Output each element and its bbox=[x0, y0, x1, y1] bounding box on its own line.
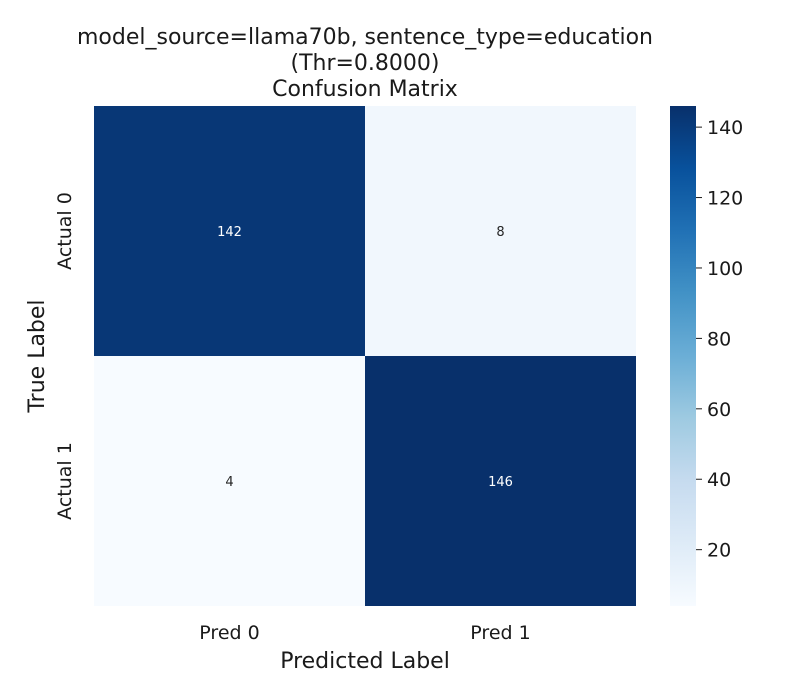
heatmap-cell-r1-c0 bbox=[94, 356, 365, 606]
colorbar-tick-label-40: 40 bbox=[707, 469, 731, 491]
colorbar-tick-label-60: 60 bbox=[707, 399, 731, 421]
colorbar-ticks: 20 40 60 80 100 120 140 bbox=[696, 117, 743, 562]
x-axis-label: Predicted Label bbox=[280, 649, 450, 674]
cell-value-label-r1-c0: 4 bbox=[225, 475, 233, 490]
y-tick-label-actual-1: Actual 1 bbox=[54, 442, 76, 520]
heatmap-cell-r1-c1 bbox=[365, 356, 636, 606]
colorbar-tick-label-120: 120 bbox=[707, 188, 743, 210]
x-tick-label-pred-1: Pred 1 bbox=[470, 622, 530, 644]
x-tick-label-pred-0: Pred 0 bbox=[199, 622, 259, 644]
chart-title: model_source=llama70b, sentence_type=edu… bbox=[77, 25, 653, 102]
y-axis-label: True Label bbox=[25, 299, 50, 413]
title-line-3: Confusion Matrix bbox=[272, 77, 458, 102]
title-line-2: (Thr=0.8000) bbox=[290, 51, 439, 76]
title-line-1: model_source=llama70b, sentence_type=edu… bbox=[77, 25, 653, 50]
heatmap-cell-r0-c1 bbox=[365, 106, 636, 356]
colorbar-tick-label-140: 140 bbox=[707, 117, 743, 139]
y-axis: Actual 0 Actual 1 True Label bbox=[25, 192, 76, 520]
colorbar-tick-label-80: 80 bbox=[707, 328, 731, 350]
y-tick-label-actual-0: Actual 0 bbox=[54, 192, 76, 270]
heatmap-cells bbox=[94, 106, 636, 606]
x-axis: Pred 0 Pred 1 Predicted Label bbox=[199, 622, 530, 674]
cell-value-label-r0-c1: 8 bbox=[496, 225, 504, 240]
cell-value-label-r1-c1: 146 bbox=[488, 475, 513, 490]
cell-value-labels: 142 8 4 146 bbox=[217, 225, 513, 490]
colorbar-tick-label-100: 100 bbox=[707, 258, 743, 280]
cell-value-label-r0-c0: 142 bbox=[217, 225, 242, 240]
colorbar-gradient bbox=[670, 106, 696, 606]
heatmap-cell-r0-c0 bbox=[94, 106, 365, 356]
colorbar: 20 40 60 80 100 120 140 bbox=[670, 106, 743, 606]
colorbar-tick-label-20: 20 bbox=[707, 540, 731, 562]
